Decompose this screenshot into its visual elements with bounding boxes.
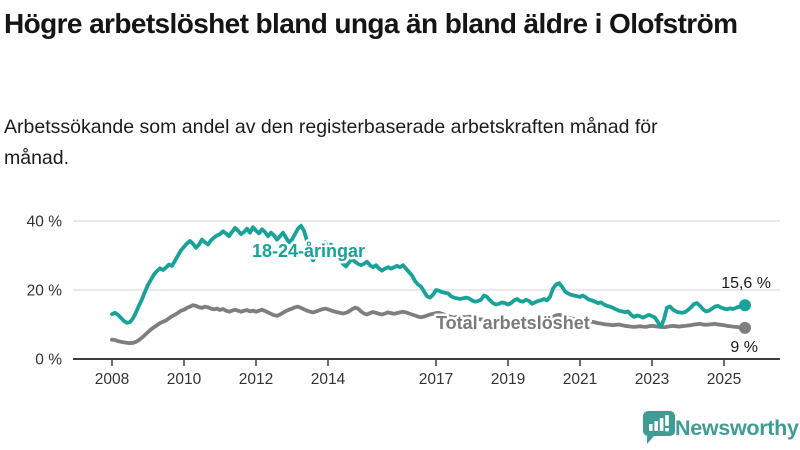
newsworthy-icon xyxy=(643,411,675,444)
grid-layer xyxy=(73,220,780,360)
x-axis-tick-label: 2017 xyxy=(419,371,453,388)
series-label-young: 18-24-åringar xyxy=(252,241,365,261)
x-axis-labels: 2008 2010 2012 2014 2017 2019 2021 2023 2025 xyxy=(95,359,741,388)
line-total-arbetsl-shet xyxy=(110,303,747,346)
x-axis-tick-label: 2010 xyxy=(167,371,202,388)
end-dot-total-arbetsl-shet xyxy=(739,321,751,334)
newsworthy-wordmark: Newsworthy xyxy=(675,416,799,440)
end-dot-18-24-ringar xyxy=(739,299,751,312)
x-axis-tick-label: 2008 xyxy=(95,371,129,388)
x-axis-tick-label: 2012 xyxy=(239,371,273,388)
chart-title: Högre arbetslöshet bland unga än bland ä… xyxy=(4,8,738,39)
x-axis-tick-label: 2014 xyxy=(311,371,346,388)
x-axis-tick-label: 2023 xyxy=(635,371,669,388)
x-axis-tick-label: 2019 xyxy=(491,371,525,388)
y-axis-tick-label: 40 % xyxy=(27,214,63,231)
y-axis-tick-label: 0 % xyxy=(35,352,62,369)
series-label-total: Total arbetslöshet xyxy=(436,313,590,333)
series-layer xyxy=(110,223,751,346)
y-axis-labels: 0 % 20 % 40 % xyxy=(27,214,63,369)
end-value-label-total: 9 % xyxy=(730,339,758,356)
y-axis-tick-label: 20 % xyxy=(27,283,63,300)
end-value-label-young: 15,6 % xyxy=(721,275,771,292)
line-18-24-ringar xyxy=(110,223,747,329)
x-axis-tick-label: 2025 xyxy=(707,371,741,388)
newsworthy-logo: Newsworthy xyxy=(641,408,799,448)
x-axis-tick-label: 2021 xyxy=(563,371,597,388)
chart-subtitle: Arbetssökande som andel av den registerb… xyxy=(4,116,658,170)
